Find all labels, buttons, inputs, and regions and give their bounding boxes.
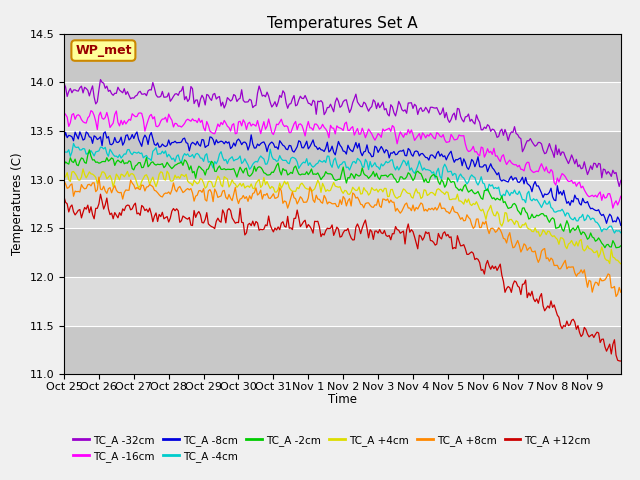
- TC_A -2cm: [86, 147, 93, 153]
- TC_A -32cm: [601, 167, 609, 173]
- Line: TC_A -2cm: TC_A -2cm: [64, 150, 621, 248]
- TC_A +12cm: [114, 215, 122, 221]
- TC_A +4cm: [60, 175, 68, 181]
- TC_A -32cm: [176, 89, 184, 95]
- TC_A -32cm: [282, 100, 290, 106]
- Line: TC_A +4cm: TC_A +4cm: [64, 169, 621, 264]
- TC_A +8cm: [95, 174, 103, 180]
- TC_A -4cm: [617, 230, 625, 236]
- TC_A -16cm: [60, 110, 68, 116]
- Line: TC_A +12cm: TC_A +12cm: [64, 194, 621, 361]
- TC_A -16cm: [282, 123, 290, 129]
- TC_A -32cm: [60, 80, 68, 86]
- TC_A +12cm: [60, 194, 68, 200]
- TC_A +8cm: [179, 190, 187, 195]
- Line: TC_A -4cm: TC_A -4cm: [64, 144, 621, 233]
- Bar: [64, 131, 621, 180]
- TC_A -32cm: [617, 178, 625, 183]
- TC_A +12cm: [176, 219, 184, 225]
- TC_A +12cm: [282, 224, 290, 230]
- Legend: TC_A -32cm, TC_A -16cm, TC_A -8cm, TC_A -4cm, TC_A -2cm, TC_A +4cm, TC_A +8cm, T: TC_A -32cm, TC_A -16cm, TC_A -8cm, TC_A …: [69, 431, 595, 466]
- TC_A -16cm: [293, 127, 301, 132]
- TC_A -32cm: [179, 84, 187, 89]
- TC_A +12cm: [179, 213, 187, 219]
- TC_A -4cm: [179, 154, 187, 159]
- TC_A -16cm: [609, 205, 617, 211]
- Bar: [64, 277, 621, 326]
- TC_A +8cm: [60, 178, 68, 184]
- TC_A -8cm: [60, 136, 68, 142]
- TC_A -4cm: [282, 157, 290, 163]
- Bar: [64, 82, 621, 131]
- TC_A +4cm: [617, 261, 625, 267]
- TC_A -8cm: [601, 215, 609, 221]
- TC_A -8cm: [114, 140, 122, 145]
- TC_A +4cm: [293, 185, 301, 191]
- TC_A +12cm: [617, 358, 625, 364]
- TC_A -8cm: [282, 146, 290, 152]
- Line: TC_A -16cm: TC_A -16cm: [64, 111, 621, 208]
- Text: WP_met: WP_met: [75, 44, 132, 57]
- TC_A +12cm: [293, 207, 301, 213]
- TC_A -16cm: [114, 120, 122, 125]
- TC_A -2cm: [612, 245, 620, 251]
- Line: TC_A -8cm: TC_A -8cm: [64, 132, 621, 226]
- TC_A -8cm: [76, 129, 84, 135]
- TC_A -32cm: [616, 183, 623, 189]
- TC_A +12cm: [97, 192, 104, 197]
- TC_A -4cm: [601, 226, 609, 232]
- TC_A -16cm: [601, 195, 609, 201]
- TC_A +12cm: [601, 344, 609, 349]
- TC_A -2cm: [282, 168, 290, 173]
- TC_A +8cm: [612, 294, 620, 300]
- TC_A +4cm: [114, 173, 122, 179]
- TC_A -2cm: [179, 162, 187, 168]
- TC_A +4cm: [179, 172, 187, 178]
- TC_A +8cm: [601, 277, 609, 283]
- TC_A -4cm: [611, 230, 618, 236]
- Bar: [64, 34, 621, 82]
- TC_A +8cm: [282, 199, 290, 205]
- TC_A -8cm: [293, 144, 301, 150]
- TC_A -8cm: [176, 140, 184, 145]
- TC_A -16cm: [87, 108, 95, 114]
- TC_A +8cm: [114, 189, 122, 195]
- TC_A -16cm: [617, 193, 625, 199]
- TC_A -8cm: [179, 136, 187, 142]
- TC_A -8cm: [617, 223, 625, 228]
- TC_A -2cm: [293, 168, 301, 173]
- TC_A -32cm: [97, 77, 104, 83]
- TC_A -2cm: [60, 162, 68, 168]
- TC_A +8cm: [293, 201, 301, 207]
- TC_A +4cm: [601, 255, 609, 261]
- TC_A -4cm: [60, 150, 68, 156]
- TC_A -4cm: [70, 141, 77, 146]
- Line: TC_A +8cm: TC_A +8cm: [64, 177, 621, 297]
- Title: Temperatures Set A: Temperatures Set A: [267, 16, 418, 31]
- TC_A -2cm: [176, 160, 184, 166]
- TC_A -2cm: [601, 245, 609, 251]
- TC_A -32cm: [293, 102, 301, 108]
- TC_A +4cm: [176, 176, 184, 181]
- TC_A -16cm: [176, 123, 184, 129]
- Bar: [64, 180, 621, 228]
- X-axis label: Time: Time: [328, 394, 357, 407]
- TC_A -4cm: [176, 157, 184, 163]
- TC_A +4cm: [79, 166, 87, 172]
- TC_A +8cm: [617, 289, 625, 295]
- Y-axis label: Temperatures (C): Temperatures (C): [11, 153, 24, 255]
- TC_A +4cm: [282, 181, 290, 187]
- TC_A +8cm: [176, 183, 184, 189]
- TC_A -2cm: [114, 157, 122, 163]
- TC_A -16cm: [179, 122, 187, 128]
- Line: TC_A -32cm: TC_A -32cm: [64, 80, 621, 186]
- TC_A -4cm: [114, 155, 122, 160]
- TC_A -32cm: [114, 84, 122, 90]
- Bar: [64, 228, 621, 277]
- TC_A -4cm: [293, 159, 301, 165]
- Bar: [64, 326, 621, 374]
- TC_A -2cm: [617, 243, 625, 249]
